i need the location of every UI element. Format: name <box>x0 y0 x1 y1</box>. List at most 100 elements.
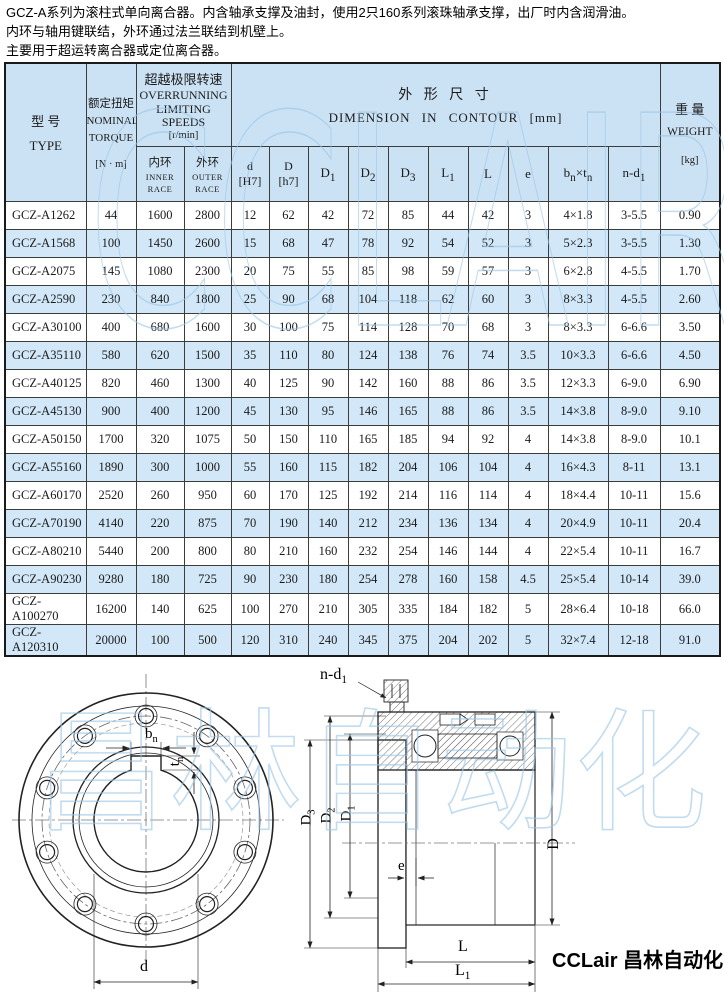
dim-label-D: D <box>544 838 562 850</box>
cell-d: 25 <box>230 285 270 314</box>
cell-L1: 70 <box>427 313 469 342</box>
col-type-cn: 型 号 <box>31 114 61 129</box>
cell-D2: 104 <box>347 285 389 314</box>
cell-D1: 95 <box>307 397 349 426</box>
cell-D1: 160 <box>307 537 349 566</box>
cell-torque: 5440 <box>85 537 137 566</box>
col-D1: D1 <box>307 146 349 202</box>
cell-torque: 820 <box>85 369 137 398</box>
cell-e: 4 <box>507 481 549 510</box>
cell-L1: 44 <box>427 201 469 230</box>
cell-weight: 9.10 <box>659 397 721 426</box>
cell-outer-race: 1300 <box>183 369 232 398</box>
cell-D2: 146 <box>347 397 389 426</box>
cell-weight: 15.6 <box>659 481 721 510</box>
col-torque-en2: TORQUE <box>88 132 134 144</box>
dim-label-e: e <box>398 858 405 874</box>
cell-D: 170 <box>268 481 309 510</box>
cell-weight: 20.4 <box>659 509 721 538</box>
col-weight: 重 量 WEIGHT [kg] <box>659 62 721 202</box>
cell-D2: 182 <box>347 453 389 482</box>
col-type: 型 号 TYPE <box>4 62 87 202</box>
cell-D1: 115 <box>307 453 349 482</box>
table-row: GCZ-A30100 400 680 1600 30 100 75 114 128 70 68 3 8×… <box>4 313 721 342</box>
brand-logo-text: CCLair 昌林自动化 <box>552 950 724 972</box>
cell-inner-race: 680 <box>135 313 185 342</box>
cell-D1: 55 <box>307 257 349 286</box>
col-D2: D2 <box>347 146 389 202</box>
cell-weight: 1.30 <box>659 229 721 258</box>
cell-type: GCZ-A50150 <box>4 425 87 454</box>
cell-L1: 94 <box>427 425 469 454</box>
cell-bt: 4×1.8 <box>547 201 609 230</box>
col-inner-en1: INNER <box>145 172 175 182</box>
cell-outer-race: 2600 <box>183 229 232 258</box>
cell-bt: 16×4.3 <box>547 453 609 482</box>
intro-text: GCZ-A系列为滚柱式单向离合器。内含轴承支撑及油封，使用2只160系列滚珠轴承… <box>6 5 718 62</box>
col-outer-cn: 外环 <box>196 157 219 169</box>
cell-type: GCZ-A40125 <box>4 369 87 398</box>
cell-bt: 20×4.9 <box>547 509 609 538</box>
dim-label-D3: D3 <box>298 809 318 826</box>
table-row: GCZ-A70190 4140 220 875 70 190 140 212 234 136 134… <box>4 509 721 538</box>
cell-D1: 210 <box>307 593 349 625</box>
dim-label-L1: L1 <box>455 962 471 983</box>
col-speeds-unit: [r/min] <box>168 130 199 141</box>
cell-d: 50 <box>230 425 270 454</box>
bolt-holes <box>35 704 257 936</box>
cell-nd1: 6-9.0 <box>607 369 661 398</box>
cell-L: 86 <box>467 369 509 398</box>
col-bt: bn×tn <box>547 146 609 202</box>
cell-D: 68 <box>268 229 309 258</box>
cell-L: 92 <box>467 425 509 454</box>
cell-nd1: 10-11 <box>607 481 661 510</box>
cell-L: 52 <box>467 229 509 258</box>
flange-outer-circle <box>18 692 274 948</box>
cell-D3: 375 <box>387 624 429 657</box>
cell-weight: 3.50 <box>659 313 721 342</box>
cell-torque: 400 <box>85 313 137 342</box>
cell-D3: 254 <box>387 537 429 566</box>
cell-d: 70 <box>230 509 270 538</box>
dim-label-D2: D2 <box>318 807 338 824</box>
cell-outer-race: 2300 <box>183 257 232 286</box>
dim-label-nd1: n-d1 <box>320 666 347 687</box>
col-dimensions-cn: 外 形 尺 寸 <box>398 88 493 103</box>
cell-D3: 234 <box>387 509 429 538</box>
cell-outer-race: 625 <box>183 593 232 625</box>
cell-d: 80 <box>230 537 270 566</box>
table-row: GCZ-A55160 1890 300 1000 55 160 115 182 204 106 10… <box>4 453 721 482</box>
cell-nd1: 10-14 <box>607 565 661 594</box>
cell-D2: 72 <box>347 201 389 230</box>
cell-D: 310 <box>268 624 309 657</box>
cell-inner-race: 840 <box>135 285 185 314</box>
cell-bt: 25×5.4 <box>547 565 609 594</box>
cell-inner-race: 220 <box>135 509 185 538</box>
cell-bt: 6×2.8 <box>547 257 609 286</box>
col-inner-race: 内环 INNER RACE <box>135 146 185 202</box>
table-row: GCZ-A1262 44 1600 2800 12 62 42 72 85 44 42 3 4×1.8 3… <box>4 201 721 230</box>
cell-d: 15 <box>230 229 270 258</box>
cell-D: 190 <box>268 509 309 538</box>
cell-L1: 204 <box>427 624 469 657</box>
cell-L: 74 <box>467 341 509 370</box>
cell-torque: 230 <box>85 285 137 314</box>
col-e: e <box>507 146 549 202</box>
l-dimension <box>405 925 536 968</box>
col-nd1: n-d1 <box>607 146 661 202</box>
cell-torque: 2520 <box>85 481 137 510</box>
intro-line-1: GCZ-A系列为滚柱式单向离合器。内含轴承支撑及油封，使用2只160系列滚珠轴承… <box>6 5 635 20</box>
spec-table-wrap: 型 号 TYPE 额定扭矩 NOMINAL TORQUE [N · m] <box>4 62 722 657</box>
col-inner-en2: RACE <box>147 184 173 194</box>
cell-outer-race: 1600 <box>183 313 232 342</box>
cell-inner-race: 1080 <box>135 257 185 286</box>
cell-outer-race: 950 <box>183 481 232 510</box>
cell-type: GCZ-A120310 <box>4 624 87 657</box>
cell-e: 3 <box>507 201 549 230</box>
bearing-ball-right <box>499 735 521 757</box>
cell-torque: 20000 <box>85 624 137 657</box>
cell-outer-race: 875 <box>183 509 232 538</box>
cell-L1: 88 <box>427 397 469 426</box>
cell-L1: 62 <box>427 285 469 314</box>
